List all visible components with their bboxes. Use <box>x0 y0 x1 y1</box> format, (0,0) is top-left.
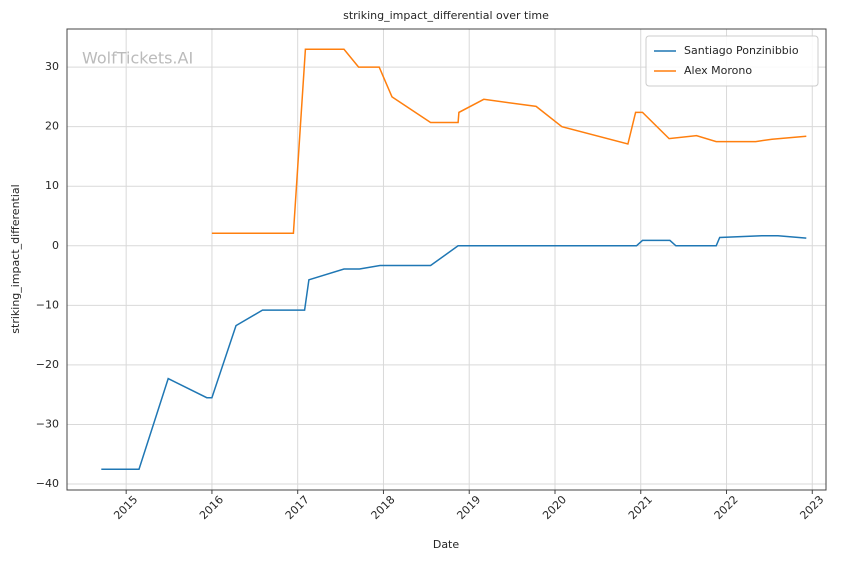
y-tick-label: 10 <box>45 179 59 192</box>
chart-title: striking_impact_differential over time <box>343 9 549 22</box>
data-line <box>101 234 807 470</box>
y-tick-label: −10 <box>36 298 59 311</box>
legend-box <box>645 35 819 87</box>
y-tick-label: 0 <box>52 239 59 252</box>
y-tick-label: −40 <box>36 477 59 490</box>
legend-label: Alex Morono <box>684 64 752 77</box>
y-axis-label: striking_impact_differential <box>9 184 22 333</box>
watermark: WolfTickets.AI <box>82 49 193 68</box>
y-tick-label: 20 <box>45 120 59 133</box>
y-tick-label: −20 <box>36 358 59 371</box>
y-tick-label: −30 <box>36 417 59 430</box>
x-axis-label: Date <box>433 538 460 551</box>
y-tick-label: 30 <box>45 60 59 73</box>
data-line <box>211 48 807 235</box>
legend-label: Santiago Ponzinibbio <box>684 44 799 57</box>
plot-frame <box>66 28 827 491</box>
